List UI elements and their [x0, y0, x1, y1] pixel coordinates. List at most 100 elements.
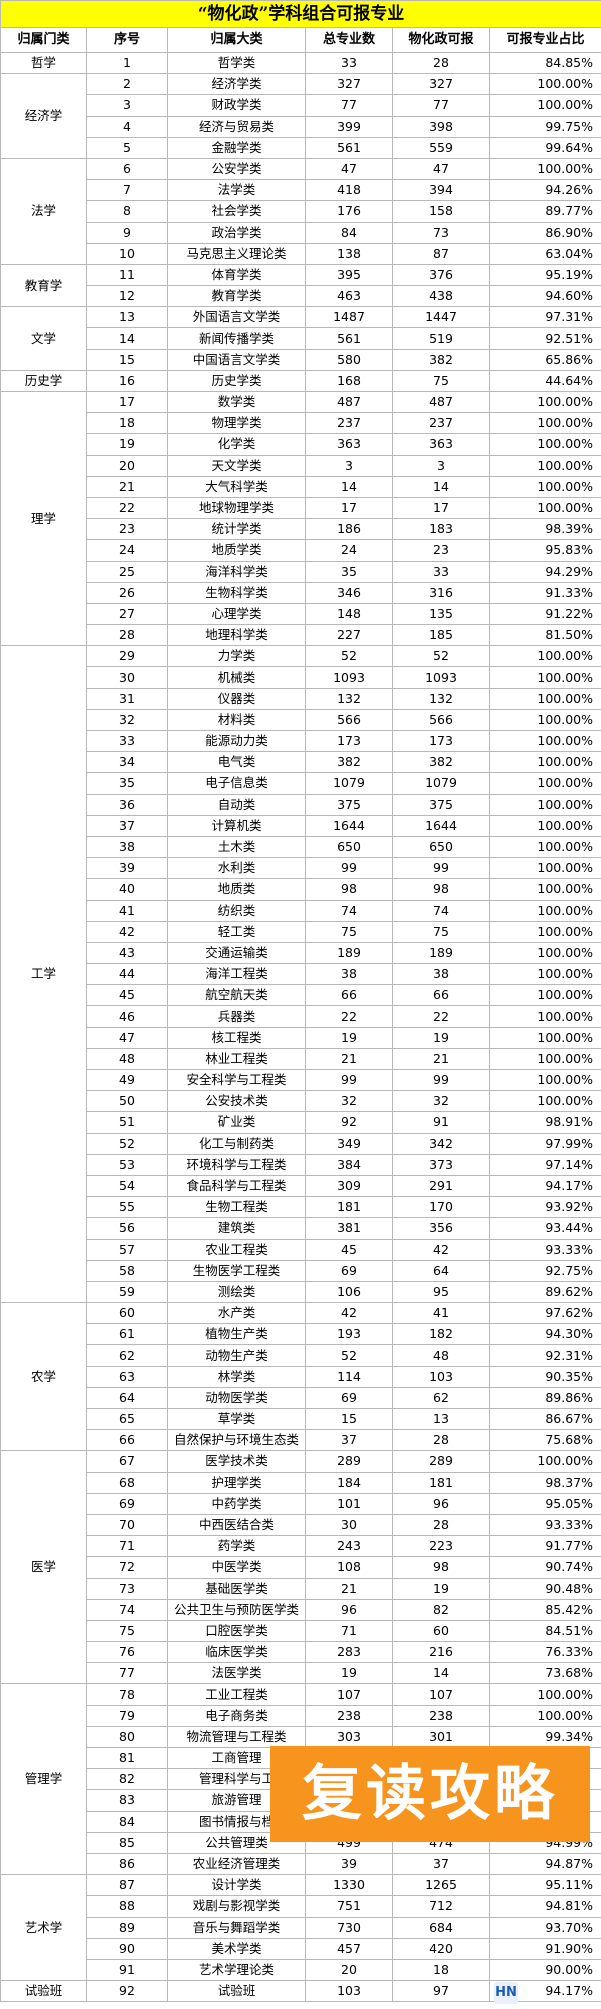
table-row: 65 草学类 15 13 86.67% [1, 1407, 601, 1431]
ratio-cell: 100.00% [489, 1026, 601, 1049]
ratio-cell: 89.86% [489, 1386, 601, 1410]
ratio-cell: 94.29% [489, 560, 601, 583]
table-row: 农学 60 水产类 42 41 97.62% [0, 1302, 601, 1452]
seq-cell: 30 [86, 666, 168, 689]
total-cell: 39 [305, 1852, 393, 1876]
eligible-cell: 21 [392, 1047, 490, 1071]
total-cell: 184 [305, 1471, 393, 1494]
total-cell: 148 [305, 602, 393, 626]
eligible-cell: 301 [392, 1725, 490, 1749]
seq-cell: 3 [86, 94, 168, 117]
ratio-cell: 95.11% [489, 1874, 601, 1897]
total-cell: 103 [305, 1980, 393, 2003]
ratio-cell: 97.62% [489, 1302, 601, 1325]
ratio-cell: 84.85% [489, 51, 601, 75]
total-cell: 20 [305, 1958, 393, 1982]
total-cell: 101 [305, 1492, 393, 1515]
total-cell: 37 [305, 1429, 393, 1452]
major-class-cell: 地质学类 [167, 539, 306, 562]
table-row: 42 轻工类 75 75 100.00% [1, 920, 601, 943]
seq-cell: 76 [86, 1641, 168, 1664]
category-cell: 历史学 [0, 369, 87, 393]
table-row: 86 农业经济管理类 39 37 94.87% [1, 1852, 601, 1876]
total-cell: 173 [305, 729, 393, 753]
ratio-cell: 100.00% [489, 475, 601, 498]
seq-cell: 87 [86, 1874, 168, 1897]
eligible-cell: 97 [392, 1980, 490, 2003]
category-cell: 艺术学 [0, 1874, 87, 1982]
seq-cell: 18 [86, 412, 168, 435]
table-row: 45 航空航天类 66 66 100.00% [1, 984, 601, 1007]
seq-cell: 72 [86, 1556, 168, 1579]
eligible-cell: 170 [392, 1196, 490, 1219]
major-class-cell: 环境科学与工程类 [167, 1153, 306, 1176]
eligible-cell: 99 [392, 857, 490, 880]
table-row: 30 机械类 1093 1093 100.00% [1, 666, 601, 689]
seq-cell: 8 [86, 200, 168, 223]
eligible-cell: 394 [392, 179, 490, 202]
ratio-cell: 100.00% [489, 687, 601, 710]
table-row: 教育学 11 体育学类 395 376 95.19% [0, 263, 601, 308]
seq-cell: 27 [86, 602, 168, 626]
ratio-cell: 91.77% [489, 1535, 601, 1558]
total-cell: 108 [305, 1556, 393, 1579]
eligible-cell: 238 [392, 1704, 490, 1727]
eligible-cell: 52 [392, 645, 490, 668]
ratio-cell: 90.48% [489, 1577, 601, 1600]
major-class-cell: 航空航天类 [167, 984, 306, 1007]
table-row: 15 中国语言文学类 580 382 65.86% [1, 348, 601, 371]
seq-cell: 43 [86, 941, 168, 965]
major-class-cell: 水产类 [167, 1302, 306, 1325]
eligible-cell: 19 [392, 1577, 490, 1600]
total-cell: 181 [305, 1196, 393, 1219]
eligible-cell: 650 [392, 835, 490, 859]
table-row: 33 能源动力类 173 173 100.00% [1, 729, 601, 753]
total-cell: 375 [305, 793, 393, 816]
seq-cell: 16 [86, 369, 168, 393]
seq-cell: 21 [86, 475, 168, 498]
major-class-cell: 交通运输类 [167, 941, 306, 965]
table-row: 88 戏剧与影视学类 751 712 94.81% [1, 1895, 601, 1918]
eligible-cell: 62 [392, 1386, 490, 1410]
total-cell: 69 [305, 1386, 393, 1410]
seq-cell: 90 [86, 1937, 168, 1960]
major-class-cell: 艺术学理论类 [167, 1958, 306, 1982]
category-cell: 管理学 [0, 1683, 87, 1876]
seq-cell: 48 [86, 1047, 168, 1071]
ratio-cell: 100.00% [489, 1068, 601, 1092]
table-row: 44 海洋工程类 38 38 100.00% [1, 963, 601, 986]
table-row: 5 金融学类 561 559 99.64% [1, 136, 601, 159]
ratio-cell: 94.87% [489, 1852, 601, 1876]
ratio-cell: 92.75% [489, 1259, 601, 1282]
category-cell: 理学 [0, 390, 87, 647]
table-row: 历史学 16 历史学类 168 75 44.64% [0, 369, 601, 393]
total-cell: 45 [305, 1238, 393, 1261]
total-cell: 399 [305, 115, 393, 138]
major-class-cell: 美术学类 [167, 1937, 306, 1960]
total-cell: 384 [305, 1153, 393, 1176]
ratio-cell: 91.22% [489, 602, 601, 626]
seq-cell: 44 [86, 963, 168, 986]
total-cell: 186 [305, 518, 393, 541]
table-row: 27 心理学类 148 135 91.22% [1, 602, 601, 626]
seq-cell: 71 [86, 1535, 168, 1558]
eligible-cell: 223 [392, 1535, 490, 1558]
total-cell: 650 [305, 835, 393, 859]
ratio-cell: 99.64% [489, 136, 601, 159]
table-row: 39 水利类 99 99 100.00% [1, 857, 601, 880]
table-row: 21 大气科学类 14 14 100.00% [1, 475, 601, 498]
total-cell: 99 [305, 857, 393, 880]
eligible-cell: 183 [392, 518, 490, 541]
seq-cell: 46 [86, 1005, 168, 1028]
seq-cell: 63 [86, 1365, 168, 1388]
eligible-cell: 559 [392, 136, 490, 159]
major-class-cell: 能源动力类 [167, 729, 306, 753]
logo: HN [494, 1982, 518, 2004]
ratio-cell: 100.00% [489, 878, 601, 901]
category-cell: 工学 [0, 645, 87, 1304]
total-cell: 92 [305, 1111, 393, 1134]
eligible-cell: 1093 [392, 666, 490, 689]
seq-cell: 9 [86, 221, 168, 244]
table-row: 26 生物科学类 346 316 91.33% [1, 581, 601, 604]
